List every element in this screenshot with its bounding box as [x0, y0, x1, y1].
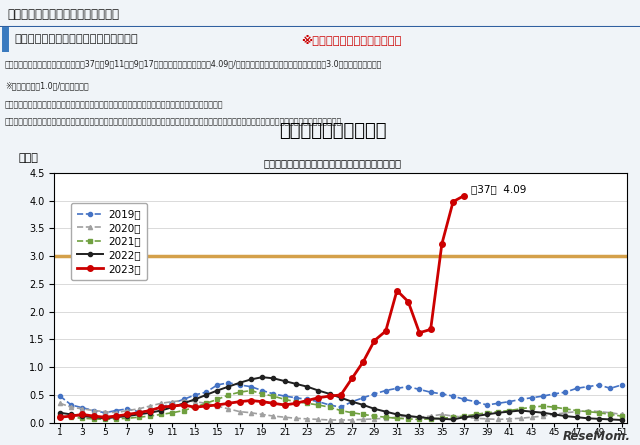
Text: ※現在、流行警報レベルです！: ※現在、流行警報レベルです！: [301, 34, 401, 45]
Text: 府内の小児科定点医療機関からの第37週（9月11日～9月17日）における患者報告数は4.09人/週でした。現在、警報レベル開始基準値（3.0）を超えています。: 府内の小児科定点医療機関からの第37週（9月11日～9月17日）における患者報告…: [5, 60, 383, 69]
Text: 咽頭結膜熱の流行状況: 咽頭結膜熱の流行状況: [279, 122, 387, 140]
Text: 症状が治まった後も、約１か月間は尿・便中にウイルスが排出されることがあります。トイレの後やおむつ交換の後、食事の前の手洗いを徹底しましょう。: 症状が治まった後も、約１か月間は尿・便中にウイルスが排出されることがあります。ト…: [5, 117, 342, 126]
Text: 日頃から手洗い、うがい、咳エチケットなどの基本的な感染症対策をしっかり行うことが大切です。: 日頃から手洗い、うがい、咳エチケットなどの基本的な感染症対策をしっかり行うことが…: [5, 101, 223, 109]
Text: ※終息基準値は1.0人/週以下です。: ※終息基準値は1.0人/週以下です。: [5, 81, 89, 91]
Text: ReseMom.: ReseMom.: [563, 430, 631, 443]
Text: （人）: （人）: [19, 153, 39, 163]
Text: 第37週  4.09: 第37週 4.09: [471, 184, 527, 194]
Legend: 2019年, 2020年, 2021年, 2022年, 2023年: 2019年, 2020年, 2021年, 2022年, 2023年: [71, 203, 147, 280]
Text: 咽頭結膜熱（プール熱）の流行について: 咽頭結膜熱（プール熱）の流行について: [14, 35, 138, 44]
Text: （大阪府における定点あたりの患者報告数の推移）: （大阪府における定点あたりの患者報告数の推移）: [264, 158, 402, 168]
Text: 咽頭結膜熱（プール熱）にご注意！: 咽頭結膜熱（プール熱）にご注意！: [8, 8, 120, 21]
